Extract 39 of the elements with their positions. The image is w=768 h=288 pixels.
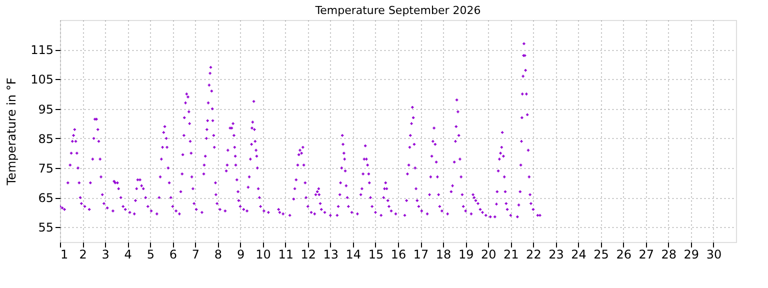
x-tick-label: 19 [458, 248, 474, 262]
x-tick-label: 22 [526, 248, 542, 262]
x-tick-label: 12 [300, 248, 316, 262]
x-tick-label: 16 [390, 248, 406, 262]
x-tick-label: 6 [169, 248, 177, 262]
x-tick-label: 29 [684, 248, 700, 262]
x-tick-label: 25 [594, 248, 609, 262]
x-tick-label: 3 [102, 248, 110, 262]
y-tick-label: 55 [38, 220, 54, 235]
chart-title: Temperature September 2026 [314, 4, 481, 17]
x-tick-label: 20 [480, 248, 496, 262]
x-tick-label: 17 [413, 248, 429, 262]
y-axis-title: Temperature in °F [4, 78, 19, 186]
x-tick-label: 23 [548, 248, 564, 262]
x-tick-label: 26 [616, 248, 632, 262]
x-tick-label: 10 [256, 248, 271, 262]
x-tick-label: 24 [571, 248, 586, 262]
y-tick-label: 85 [38, 132, 54, 146]
x-tick-label: 5 [146, 248, 154, 262]
y-tick-label: 65 [38, 191, 54, 206]
x-tick-label: 18 [436, 248, 452, 262]
x-tick-label: 27 [638, 248, 654, 262]
x-tick-label: 8 [214, 248, 222, 262]
x-tick-label: 21 [504, 248, 519, 262]
x-tick-label: 15 [368, 248, 384, 262]
y-tick-label: 105 [30, 72, 54, 87]
x-tick-label: 7 [192, 248, 200, 262]
x-tick-label: 9 [236, 248, 245, 262]
x-tick-label: 1 [60, 248, 68, 262]
y-tick-label: 75 [38, 162, 54, 176]
x-tick-label: 2 [79, 248, 87, 262]
x-tick-label: 11 [278, 248, 294, 262]
x-tick-label: 4 [124, 248, 132, 262]
x-tick-label: 13 [323, 248, 339, 262]
x-tick-label: 14 [346, 248, 362, 262]
y-tick-label: 95 [38, 102, 54, 116]
y-tick-label: 115 [30, 43, 54, 58]
x-tick-label: 28 [661, 248, 677, 262]
x-tick-label: 30 [706, 248, 722, 262]
